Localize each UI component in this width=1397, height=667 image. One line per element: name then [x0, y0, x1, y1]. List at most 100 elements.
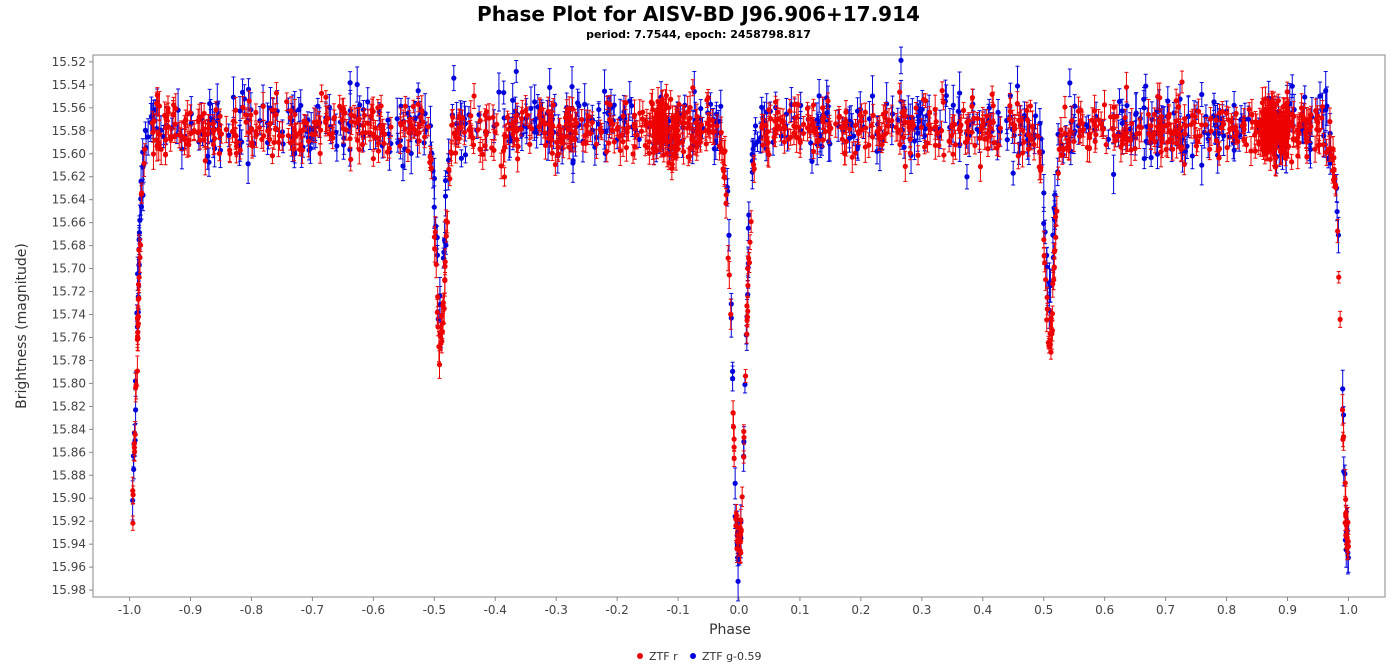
x-tick-label: -0.2 [605, 603, 628, 617]
point-ztf-g [759, 96, 765, 118]
y-tick-label: 15.82 [52, 399, 86, 413]
point-ztf-g [245, 143, 251, 184]
point-ztf-r [1062, 95, 1068, 119]
x-axis-label: Phase [709, 622, 751, 638]
x-tick-label: 0.1 [790, 603, 809, 617]
point-ztf-g [1317, 81, 1323, 111]
point-ztf-g [964, 164, 970, 190]
legend-label-ztf-r: ZTF r [649, 650, 678, 663]
point-ztf-g [451, 65, 457, 92]
point-ztf-g [354, 66, 360, 103]
y-tick-label: 15.56 [52, 101, 86, 115]
point-ztf-g [1141, 87, 1147, 129]
point-ztf-g [1004, 128, 1010, 151]
point-ztf-g [1184, 133, 1190, 160]
point-ztf-g [730, 361, 736, 381]
x-tick-label: 0.5 [1034, 603, 1053, 617]
point-ztf-g [1199, 144, 1205, 186]
point-ztf-g [1334, 201, 1340, 222]
point-ztf-g [1141, 148, 1147, 170]
point-ztf-g [226, 123, 232, 148]
y-tick-label: 15.60 [52, 147, 86, 161]
x-tick-label: 1.0 [1339, 603, 1358, 617]
point-ztf-g [816, 79, 822, 113]
y-tick-label: 15.88 [52, 468, 86, 482]
y-tick-label: 15.98 [52, 583, 86, 597]
legend-marker-ztf-r [637, 653, 643, 659]
point-ztf-g [1067, 68, 1073, 98]
y-tick-label: 15.68 [52, 239, 86, 253]
point-ztf-g [911, 122, 918, 161]
point-ztf-g [510, 82, 516, 118]
point-ztf-g [334, 130, 340, 162]
y-axis: 15.52 15.54 15.56 15.58 15.60 15.62 15.64 15.66… [52, 55, 93, 597]
data-points [130, 46, 1351, 602]
point-ztf-g [611, 94, 617, 116]
y-axis-label: Brightness (magnitude) [14, 243, 30, 409]
y-tick-label: 15.74 [52, 308, 86, 322]
x-tick-label: -0.7 [301, 603, 324, 617]
x-tick-label: -0.3 [544, 603, 567, 617]
point-ztf-g [1211, 92, 1217, 111]
x-tick-label: -1.0 [118, 603, 141, 617]
x-tick-label: -0.6 [362, 603, 385, 617]
y-tick-label: 15.52 [52, 55, 86, 69]
y-tick-label: 15.64 [52, 193, 86, 207]
point-ztf-g [442, 170, 449, 191]
point-ztf-g [532, 84, 538, 120]
x-tick-label: 0.9 [1278, 603, 1297, 617]
point-ztf-g [732, 467, 738, 500]
point-ztf-g [914, 116, 920, 140]
point-ztf-g [458, 149, 465, 168]
point-ztf-g [778, 126, 784, 146]
point-ztf-g [1047, 268, 1054, 303]
y-tick-label: 15.76 [52, 330, 86, 344]
x-tick-label: 0.4 [973, 603, 992, 617]
y-tick-label: 15.54 [52, 78, 86, 92]
point-ztf-g [754, 131, 761, 153]
point-ztf-g [496, 72, 502, 112]
point-ztf-g [1111, 154, 1117, 195]
y-tick-label: 15.94 [52, 537, 86, 551]
x-tick-label: 0.3 [912, 603, 931, 617]
y-tick-label: 15.86 [52, 445, 86, 459]
point-ztf-g [698, 99, 704, 119]
point-ztf-r [1134, 127, 1140, 141]
x-tick-label: 0.8 [1217, 603, 1236, 617]
point-ztf-r [810, 143, 817, 160]
y-tick-label: 15.62 [52, 170, 86, 184]
point-ztf-r [1327, 107, 1333, 136]
x-tick-label: 0.6 [1095, 603, 1114, 617]
y-tick-label: 15.90 [52, 491, 86, 505]
point-ztf-g [462, 146, 469, 164]
y-tick-label: 15.78 [52, 353, 86, 367]
point-ztf-g [569, 66, 575, 108]
point-ztf-g [422, 93, 428, 135]
y-tick-label: 15.70 [52, 262, 86, 276]
point-ztf-g [995, 98, 1001, 126]
point-ztf-g [400, 150, 406, 182]
legend-label-ztf-g: ZTF g-0.59 [702, 650, 762, 663]
point-ztf-g [898, 46, 904, 75]
point-ztf-r [971, 111, 977, 126]
point-ztf-g [746, 201, 752, 229]
y-tick-label: 15.96 [52, 560, 86, 574]
point-ztf-g [735, 561, 741, 602]
y-tick-label: 15.58 [52, 124, 86, 138]
point-ztf-g [575, 88, 581, 117]
point-ztf-g [752, 117, 759, 135]
point-ztf-g [1072, 94, 1078, 119]
y-tick-label: 15.92 [52, 514, 86, 528]
legend: ZTF r ZTF g-0.59 [637, 650, 762, 663]
point-ztf-g [296, 96, 302, 123]
point-ztf-g [1289, 74, 1295, 99]
y-tick-label: 15.72 [52, 285, 86, 299]
x-tick-label: -0.8 [240, 603, 263, 617]
y-tick-label: 15.66 [52, 216, 86, 230]
point-ztf-g [1324, 86, 1330, 126]
x-tick-label: 0.0 [729, 603, 748, 617]
point-ztf-g [1010, 160, 1016, 186]
x-tick-label: 0.7 [1156, 603, 1175, 617]
point-ztf-g [1199, 82, 1205, 107]
point-ztf-g [1189, 142, 1195, 170]
